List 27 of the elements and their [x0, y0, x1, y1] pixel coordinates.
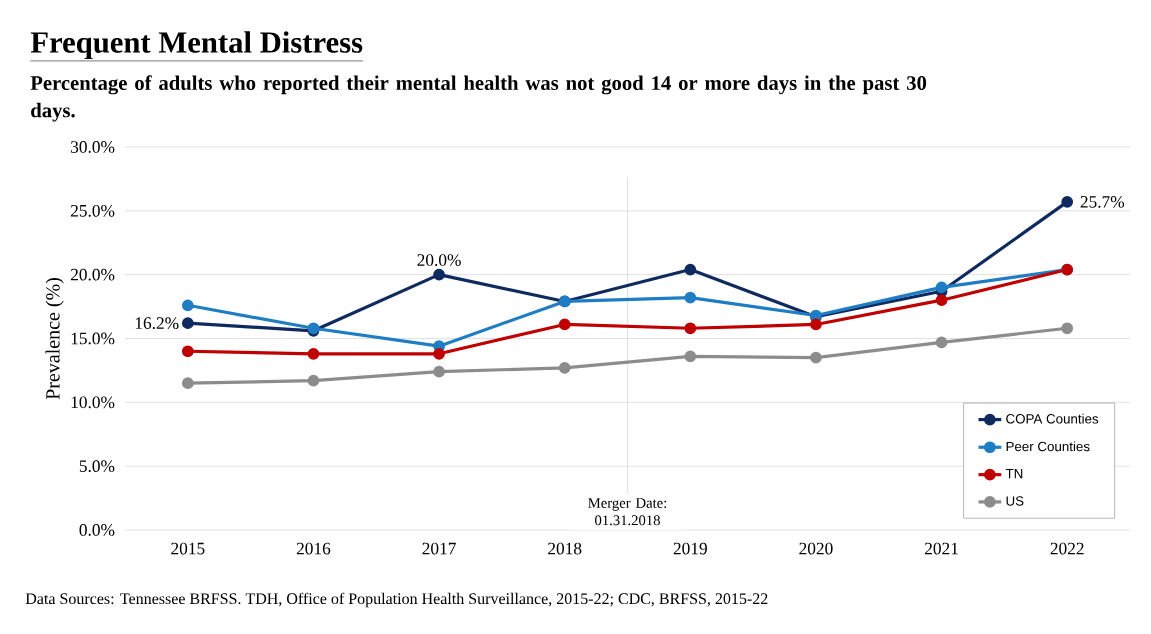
chart-title: Frequent Mental Distress	[30, 31, 363, 60]
x-tick-label: 2021	[924, 542, 958, 555]
legend-label: COPA Counties	[1006, 413, 1099, 424]
ref-line-label: Merger Date: 01.31.2018	[588, 498, 667, 526]
y-axis-title: Prevalence (%)	[45, 278, 64, 400]
data-label: 20.0%	[417, 254, 461, 266]
data-label: 16.2%	[135, 317, 179, 330]
y-tick-label: 25.0%	[70, 204, 115, 217]
legend-label: Peer Counties	[1006, 441, 1090, 452]
x-tick-label: 2019	[673, 542, 707, 555]
x-tick-label: 2018	[548, 542, 582, 555]
chart-subtitle: Percentage of adults who reported their mental health was not good 14 or more days in the past 30 days.	[30, 75, 927, 122]
y-tick-label: 10.0%	[71, 396, 115, 409]
x-tick-label: 2015	[171, 542, 205, 555]
legend-label: TN	[1005, 469, 1023, 479]
x-tick-label: 2020	[799, 542, 833, 555]
legend-label: US	[1006, 496, 1024, 506]
y-tick-label: 5.0%	[79, 460, 115, 473]
x-tick-label: 2022	[1050, 542, 1084, 555]
data-label: 25.7%	[1080, 196, 1125, 208]
y-tick-label: 0.0%	[79, 524, 115, 536]
text: Data Sources: Tennessee BRFSS. TDH, Office of Population Health Surveillance, 2015-22; CDC, BRFSS, 2015-22	[25, 592, 768, 608]
y-tick-label: 15.0%	[71, 332, 115, 345]
x-tick-label: 2017	[422, 542, 456, 555]
x-tick-label: 2016	[296, 542, 331, 555]
y-tick-label: 20.0%	[70, 268, 115, 281]
y-tick-label: 30.0%	[71, 141, 115, 153]
